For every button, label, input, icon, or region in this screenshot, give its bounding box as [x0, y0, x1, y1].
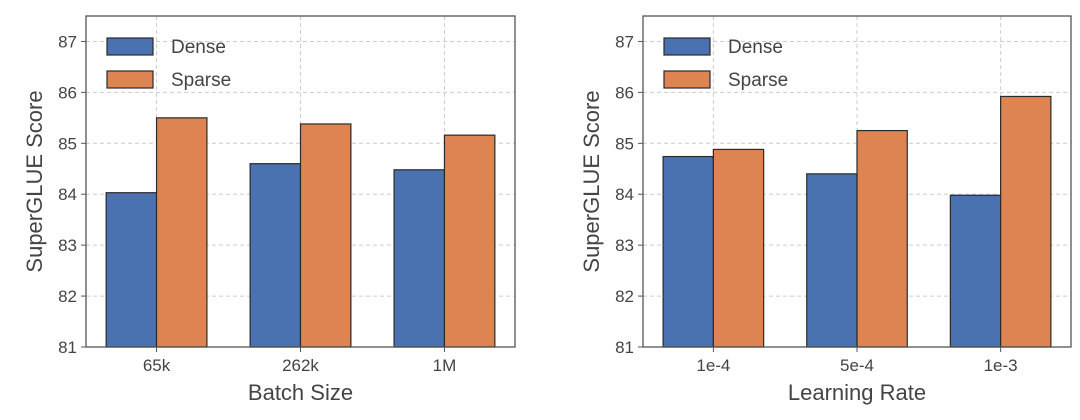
bar-dense-1e-3: [949, 194, 1002, 348]
legend: Dense Sparse: [663, 37, 788, 91]
bar-dense-65k: [105, 192, 158, 348]
bar-dense-1M: [393, 169, 446, 348]
x-tick-label: 1e-4: [696, 356, 730, 375]
bar-dense-1e-4: [662, 155, 714, 348]
y-tick-label: 81: [58, 338, 77, 357]
y-tick-label: 86: [58, 83, 77, 102]
y-tick-label: 85: [615, 134, 634, 153]
bar-dense-5e-4: [806, 173, 858, 348]
bar-sparse-1e-3: [1000, 95, 1052, 348]
x-tick-label: 65k: [143, 356, 171, 375]
y-tick-label: 84: [58, 185, 77, 204]
y-tick-label: 81: [615, 338, 634, 357]
legend-swatch-dense: [106, 37, 154, 56]
x-tick-label: 1e-3: [984, 356, 1018, 375]
bar-sparse-1M: [443, 134, 496, 348]
legend-swatch-sparse: [663, 70, 711, 89]
legend: Dense Sparse: [106, 37, 231, 91]
y-axis-label: SuperGLUE Score: [22, 90, 47, 272]
y-tick-label: 82: [58, 287, 77, 306]
y-tick-label: 87: [58, 32, 77, 51]
y-tick-label: 85: [58, 134, 77, 153]
x-tick-label: 1M: [433, 356, 457, 375]
chart-panel-1: 81 82 83 84 85 86 87 65k 262k 1M Batch Size SuperGL…: [22, 15, 516, 405]
chart-panel-2: 81 82 83 84 85 86 87 1e-4 5e-4 1e-3 Learning Rate S…: [579, 15, 1072, 405]
bar-sparse-65k: [155, 117, 208, 348]
legend-label-dense: Dense: [728, 37, 783, 58]
bar-sparse-262k: [299, 123, 352, 348]
bar-sparse-1e-4: [712, 148, 765, 348]
legend-label-dense: Dense: [171, 37, 226, 58]
x-axis-label: Batch Size: [248, 380, 353, 405]
y-tick-label: 83: [58, 236, 77, 255]
legend-swatch-sparse: [106, 70, 154, 89]
y-tick-label: 87: [615, 32, 634, 51]
legend-label-sparse: Sparse: [728, 70, 788, 91]
bar-sparse-5e-4: [856, 129, 908, 348]
legend-label-sparse: Sparse: [171, 70, 231, 91]
y-tick-label: 84: [615, 185, 634, 204]
legend-swatch-dense: [663, 37, 711, 56]
bar-dense-262k: [249, 163, 302, 348]
y-axis-label: SuperGLUE Score: [579, 90, 604, 272]
x-tick-label: 5e-4: [840, 356, 874, 375]
y-tick-label: 82: [615, 287, 634, 306]
x-tick-label: 262k: [282, 356, 319, 375]
x-axis-label: Learning Rate: [788, 380, 926, 405]
y-tick-label: 83: [615, 236, 634, 255]
y-tick-label: 86: [615, 83, 634, 102]
